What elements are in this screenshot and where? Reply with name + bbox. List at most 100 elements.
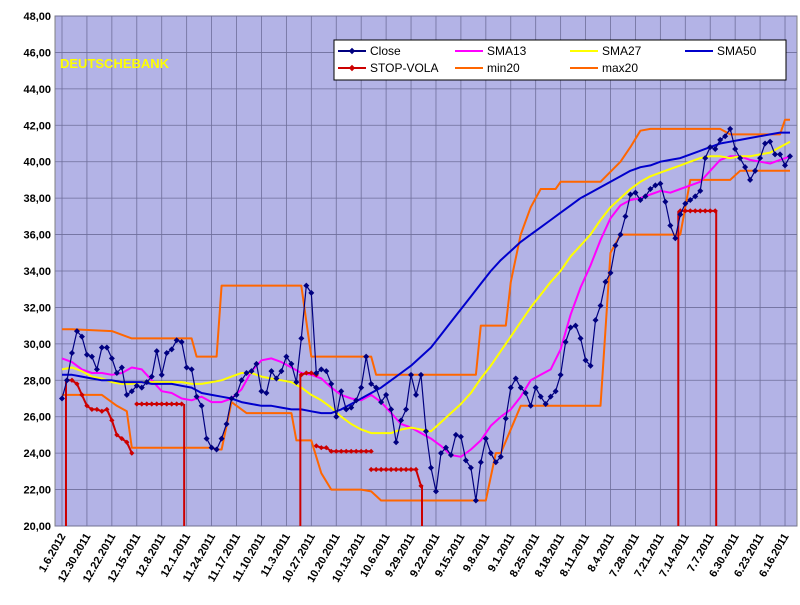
close-point: [622, 213, 629, 220]
close-point: [702, 155, 709, 162]
stop-vola-point: [353, 448, 359, 454]
stop-vola-point: [363, 448, 369, 454]
legend-entry-sma50: SMA50: [685, 44, 757, 58]
close-point: [408, 371, 415, 378]
close-point: [128, 388, 135, 395]
close-point: [652, 182, 659, 189]
close-point: [767, 138, 774, 145]
stop-vola-point: [99, 408, 105, 414]
stop-vola-point: [129, 450, 135, 456]
close-point: [373, 384, 380, 391]
y-tick-label: 24,00: [23, 448, 51, 460]
series-group: [59, 118, 793, 526]
close-point: [248, 368, 255, 375]
stop-vola-point: [707, 208, 713, 214]
y-axis-ticks: 20,00 22,00 24,00 26,00 28,00 30,00 32,00 34,00…: [23, 11, 51, 533]
close-point: [213, 446, 220, 453]
close-point: [178, 339, 185, 346]
legend-marker: [348, 64, 356, 72]
close-point: [482, 435, 489, 442]
stop-vola-point: [74, 381, 80, 387]
stop-vola-point: [159, 401, 165, 407]
stop-vola-point: [109, 417, 115, 423]
stop-vola-point: [388, 466, 394, 473]
close-point: [113, 370, 120, 376]
stop-vola-point: [174, 401, 180, 407]
close-point: [423, 428, 429, 435]
close-point: [328, 380, 335, 387]
close-point: [682, 200, 689, 207]
close-point: [712, 145, 719, 152]
close-point: [737, 155, 744, 162]
y-tick-label: 36,00: [23, 230, 51, 242]
close-point: [133, 382, 140, 389]
close-point: [527, 402, 534, 409]
close-point: [522, 390, 529, 397]
close-point: [228, 395, 235, 402]
stop-vola-point: [89, 406, 95, 413]
legend-label: SMA50: [717, 44, 757, 58]
series-max20: [62, 118, 790, 376]
close-point: [103, 344, 110, 351]
close-point: [507, 384, 514, 391]
close-point: [742, 164, 749, 171]
close-point: [427, 464, 434, 471]
close-point: [63, 377, 70, 384]
close-point: [198, 402, 205, 409]
close-point: [612, 242, 619, 249]
stop-vola-point: [169, 401, 175, 407]
y-tick-label: 48,00: [23, 11, 51, 23]
close-point: [672, 235, 679, 242]
close-point: [398, 417, 405, 424]
close-point: [602, 278, 609, 285]
stop-vola-point: [323, 445, 329, 451]
close-point: [687, 196, 694, 203]
close-point: [502, 415, 509, 422]
close-point: [163, 349, 170, 356]
close-point: [288, 360, 295, 367]
sma50-line: [62, 131, 790, 415]
series-stop-vola: [64, 208, 718, 526]
legend-label: SMA13: [487, 44, 527, 58]
legend: Close SMA13 SMA27 SMA50 STOP-VOLA min20 max20: [333, 39, 787, 81]
close-point: [567, 324, 574, 331]
close-point: [552, 388, 559, 395]
close-point: [647, 186, 654, 193]
stop-vola-point: [413, 466, 419, 473]
legend-marker: [348, 47, 356, 55]
max20-line: [62, 118, 790, 376]
legend-box: [333, 39, 787, 81]
series-sma50: [62, 131, 790, 415]
close-point: [532, 384, 539, 391]
close-point: [757, 155, 764, 162]
close-point: [467, 464, 474, 471]
stop-vola-point: [84, 403, 90, 409]
close-point: [632, 189, 639, 196]
legend-label: max20: [602, 61, 638, 75]
close-point: [363, 353, 370, 360]
stop-vola-point: [124, 439, 130, 445]
close-point: [173, 337, 180, 344]
series-sma13: [61, 155, 791, 458]
y-tick-label: 46,00: [23, 47, 51, 59]
close-point: [138, 384, 145, 391]
legend-entry-max20: max20: [570, 61, 638, 75]
stop-vola-point: [418, 483, 424, 489]
series-close: [59, 125, 793, 504]
close-point: [597, 302, 604, 309]
close-point: [188, 366, 195, 373]
stop-vola-point: [333, 448, 339, 454]
stop-vola-point: [154, 401, 160, 407]
stop-vola-point: [393, 466, 399, 473]
close-point: [258, 388, 265, 395]
close-point: [378, 399, 385, 406]
close-point: [68, 349, 75, 356]
close-point: [313, 370, 320, 376]
stop-vola-point: [328, 448, 334, 454]
stop-vola-point: [104, 406, 110, 413]
close-point: [462, 457, 469, 464]
close-point: [333, 413, 340, 420]
stop-vola-point: [144, 401, 150, 407]
close-point: [607, 269, 614, 276]
legend-entry-close: Close: [338, 44, 401, 58]
